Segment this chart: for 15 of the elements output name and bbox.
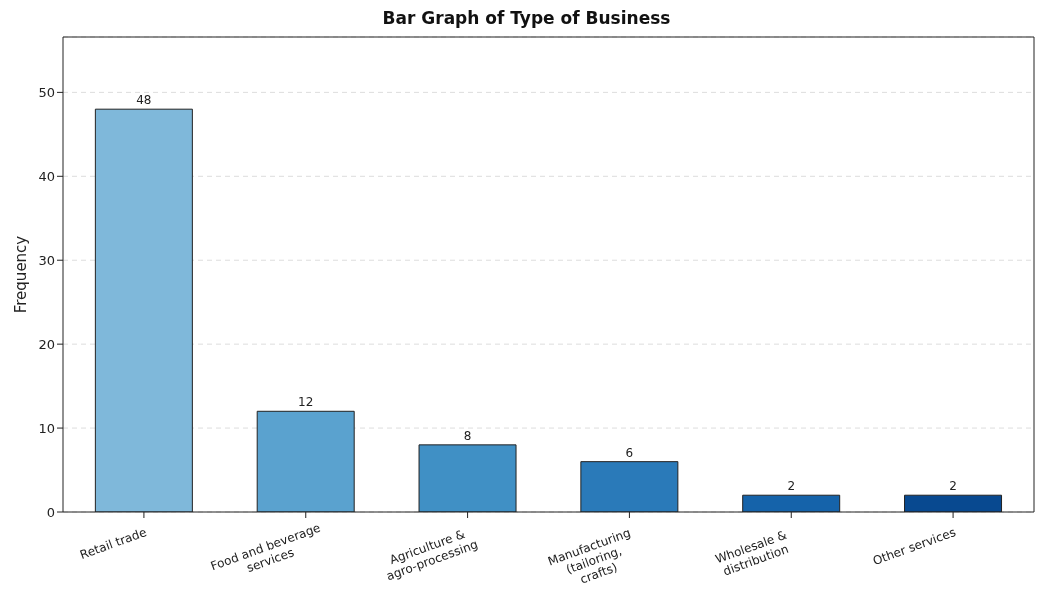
y-tick-label: 0 <box>46 504 55 520</box>
y-tick-label: 50 <box>38 85 55 100</box>
data-label: 2 <box>949 479 957 494</box>
y-tick-label: 30 <box>38 252 55 268</box>
data-label: 6 <box>625 445 634 460</box>
data-label: 2 <box>787 479 796 494</box>
data-label: 12 <box>298 395 314 410</box>
y-tick-label: 40 <box>38 168 55 184</box>
chart-title: Bar Graph of Type of Business <box>381 8 672 30</box>
data-label: 48 <box>136 93 152 108</box>
y-axis-title: Frequency <box>12 235 31 314</box>
y-tick-label: 10 <box>38 420 55 436</box>
data-label: 8 <box>463 428 472 443</box>
y-tick-label: 20 <box>38 336 55 352</box>
x-tick-label: Retail trade <box>78 525 149 563</box>
